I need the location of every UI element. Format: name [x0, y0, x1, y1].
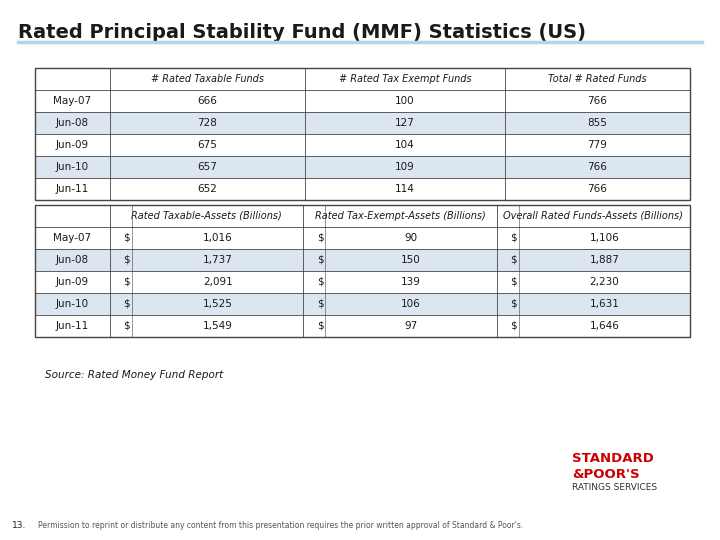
- Text: 666: 666: [197, 96, 217, 106]
- Text: 675: 675: [197, 140, 217, 150]
- Text: STANDARD: STANDARD: [572, 451, 654, 464]
- Text: Jun-08: Jun-08: [56, 118, 89, 128]
- Bar: [35, 227, 690, 249]
- Bar: [35, 90, 690, 112]
- Bar: [35, 156, 690, 178]
- Text: $: $: [510, 321, 517, 331]
- Text: 97: 97: [405, 321, 418, 331]
- Text: # Rated Tax Exempt Funds: # Rated Tax Exempt Funds: [338, 74, 472, 84]
- Text: Rated Taxable-Assets (Billions): Rated Taxable-Assets (Billions): [131, 211, 282, 221]
- Text: $: $: [317, 321, 323, 331]
- Bar: [35, 293, 690, 315]
- Text: RATINGS SERVICES: RATINGS SERVICES: [572, 483, 657, 492]
- Text: $: $: [123, 277, 130, 287]
- Text: 106: 106: [401, 299, 421, 309]
- Bar: [35, 134, 690, 156]
- Text: 1,525: 1,525: [203, 299, 233, 309]
- Text: 728: 728: [197, 118, 217, 128]
- Text: $: $: [317, 277, 323, 287]
- Text: 104: 104: [395, 140, 415, 150]
- Text: May-07: May-07: [53, 233, 91, 243]
- Text: Jun-11: Jun-11: [56, 321, 89, 331]
- Text: Jun-09: Jun-09: [56, 140, 89, 150]
- Bar: [35, 271, 690, 293]
- Text: 1,737: 1,737: [203, 255, 233, 265]
- Text: $: $: [317, 299, 323, 309]
- Text: 766: 766: [588, 96, 608, 106]
- Text: May-07: May-07: [53, 96, 91, 106]
- Text: 1,631: 1,631: [590, 299, 619, 309]
- Text: 855: 855: [588, 118, 608, 128]
- Text: 779: 779: [588, 140, 608, 150]
- Text: 90: 90: [405, 233, 418, 243]
- Text: 1,106: 1,106: [590, 233, 619, 243]
- Text: $: $: [123, 299, 130, 309]
- Text: Total # Rated Funds: Total # Rated Funds: [548, 74, 647, 84]
- Bar: [35, 205, 690, 227]
- Text: 109: 109: [395, 162, 415, 172]
- Text: $: $: [317, 255, 323, 265]
- Text: $: $: [317, 233, 323, 243]
- Text: 1,549: 1,549: [203, 321, 233, 331]
- Text: 1,646: 1,646: [590, 321, 619, 331]
- Text: 2,230: 2,230: [590, 277, 619, 287]
- Text: 2,091: 2,091: [203, 277, 233, 287]
- Text: # Rated Taxable Funds: # Rated Taxable Funds: [151, 74, 264, 84]
- Bar: [35, 315, 690, 337]
- Bar: [35, 112, 690, 134]
- Text: Jun-08: Jun-08: [56, 255, 89, 265]
- Text: 114: 114: [395, 184, 415, 194]
- Text: $: $: [510, 255, 517, 265]
- Text: Rated Principal Stability Fund (MMF) Statistics (US): Rated Principal Stability Fund (MMF) Sta…: [18, 23, 586, 42]
- Text: 150: 150: [401, 255, 421, 265]
- Text: Permission to reprint or distribute any content from this presentation requires : Permission to reprint or distribute any …: [38, 522, 523, 530]
- Text: Jun-10: Jun-10: [56, 162, 89, 172]
- Text: $: $: [510, 277, 517, 287]
- Text: 13.: 13.: [12, 522, 27, 530]
- Text: 766: 766: [588, 162, 608, 172]
- Text: Source: Rated Money Fund Report: Source: Rated Money Fund Report: [45, 370, 223, 380]
- Text: 766: 766: [588, 184, 608, 194]
- Text: $: $: [123, 255, 130, 265]
- Bar: [35, 205, 690, 337]
- Bar: [35, 178, 690, 200]
- Text: 100: 100: [395, 96, 415, 106]
- Text: $: $: [510, 233, 517, 243]
- Text: Overall Rated Funds-Assets (Billions): Overall Rated Funds-Assets (Billions): [503, 211, 683, 221]
- Text: Jun-09: Jun-09: [56, 277, 89, 287]
- Bar: [35, 249, 690, 271]
- Text: 139: 139: [401, 277, 421, 287]
- Text: 1,016: 1,016: [203, 233, 233, 243]
- Text: 127: 127: [395, 118, 415, 128]
- Text: 1,887: 1,887: [590, 255, 619, 265]
- Bar: [35, 68, 690, 90]
- Text: $: $: [123, 321, 130, 331]
- Text: Jun-10: Jun-10: [56, 299, 89, 309]
- Text: 652: 652: [197, 184, 217, 194]
- Text: $: $: [123, 233, 130, 243]
- Text: $: $: [510, 299, 517, 309]
- Text: &POOR'S: &POOR'S: [572, 468, 639, 481]
- Text: 657: 657: [197, 162, 217, 172]
- Text: Rated Tax-Exempt-Assets (Billions): Rated Tax-Exempt-Assets (Billions): [315, 211, 485, 221]
- Text: Jun-11: Jun-11: [56, 184, 89, 194]
- Bar: [35, 68, 690, 200]
